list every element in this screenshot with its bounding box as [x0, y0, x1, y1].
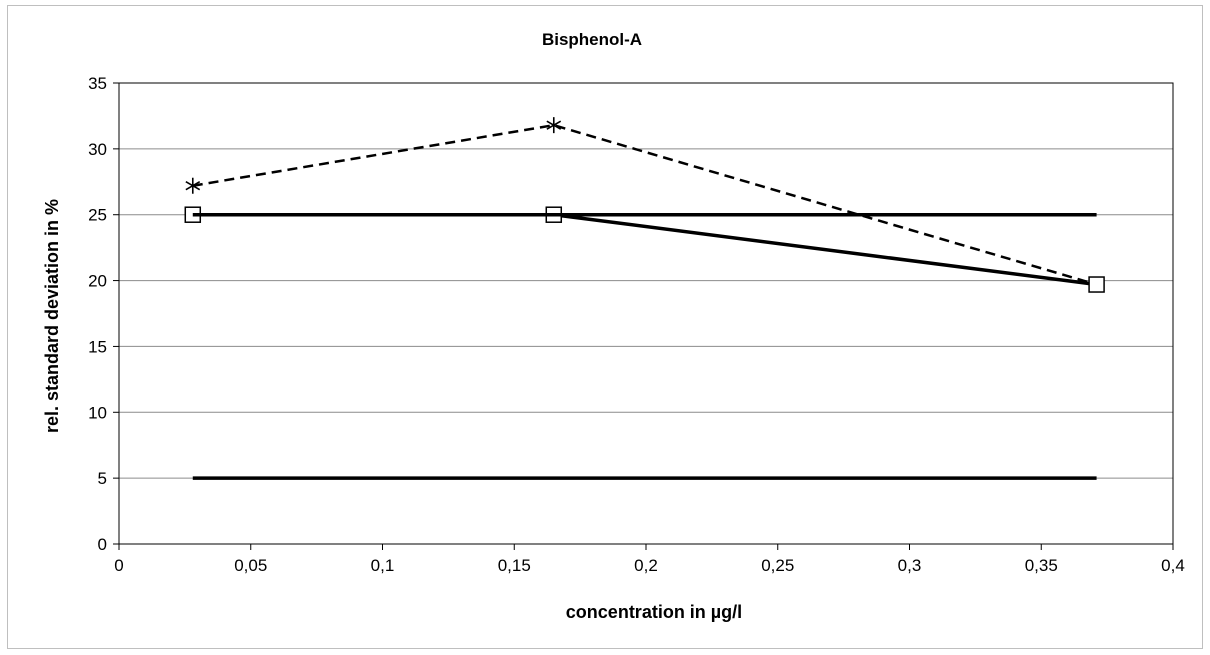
plot-area — [118, 82, 1174, 545]
y-tick-label: 25 — [88, 206, 107, 225]
y-tick-label: 0 — [98, 535, 107, 554]
y-tick-label: 5 — [98, 469, 107, 488]
x-tick-label: 0 — [114, 556, 123, 575]
y-tick-label: 35 — [88, 74, 107, 93]
y-axis-title: rel. standard deviation in % — [42, 199, 62, 433]
asterisk-marker — [546, 117, 562, 134]
gridlines — [119, 148, 1173, 479]
chart-frame: Bisphenol-A 0 5 10 15 20 25 30 35 0 0,05 0,1 0,15 0,… — [7, 5, 1203, 649]
x-tick-label: 0,35 — [1025, 556, 1058, 575]
y-tick-label: 10 — [88, 403, 107, 422]
series-layer — [184, 117, 1105, 480]
x-tick-label: 0,4 — [1161, 556, 1185, 575]
x-tick-label: 0,05 — [234, 556, 267, 575]
axes: 0 5 10 15 20 25 30 35 0 0,05 0,1 0,15 0,2 0,25 0,3 0,35… — [88, 74, 1185, 575]
chart-title: Bisphenol-A — [542, 30, 642, 49]
chart-svg: Bisphenol-A 0 5 10 15 20 25 30 35 0 0,05 0,1 0,15 0,… — [42, 30, 1185, 622]
y-tick-label: 15 — [88, 337, 107, 356]
x-tick-label: 0,25 — [761, 556, 794, 575]
x-tick-label: 0,1 — [371, 556, 395, 575]
series-line-1 — [192, 123, 1097, 286]
x-tick-label: 0,2 — [634, 556, 658, 575]
y-tick-label: 20 — [88, 272, 107, 291]
x-tick-label: 0,15 — [498, 556, 531, 575]
y-tick-label: 30 — [88, 140, 107, 159]
asterisk-stroke — [185, 181, 201, 191]
series-line-2 — [192, 212, 1097, 287]
asterisk-marker — [185, 177, 201, 194]
asterisk-stroke — [546, 120, 562, 130]
square-marker — [1088, 276, 1105, 293]
x-axis-title: concentration in µg/l — [566, 602, 742, 622]
x-tick-label: 0,3 — [898, 556, 922, 575]
